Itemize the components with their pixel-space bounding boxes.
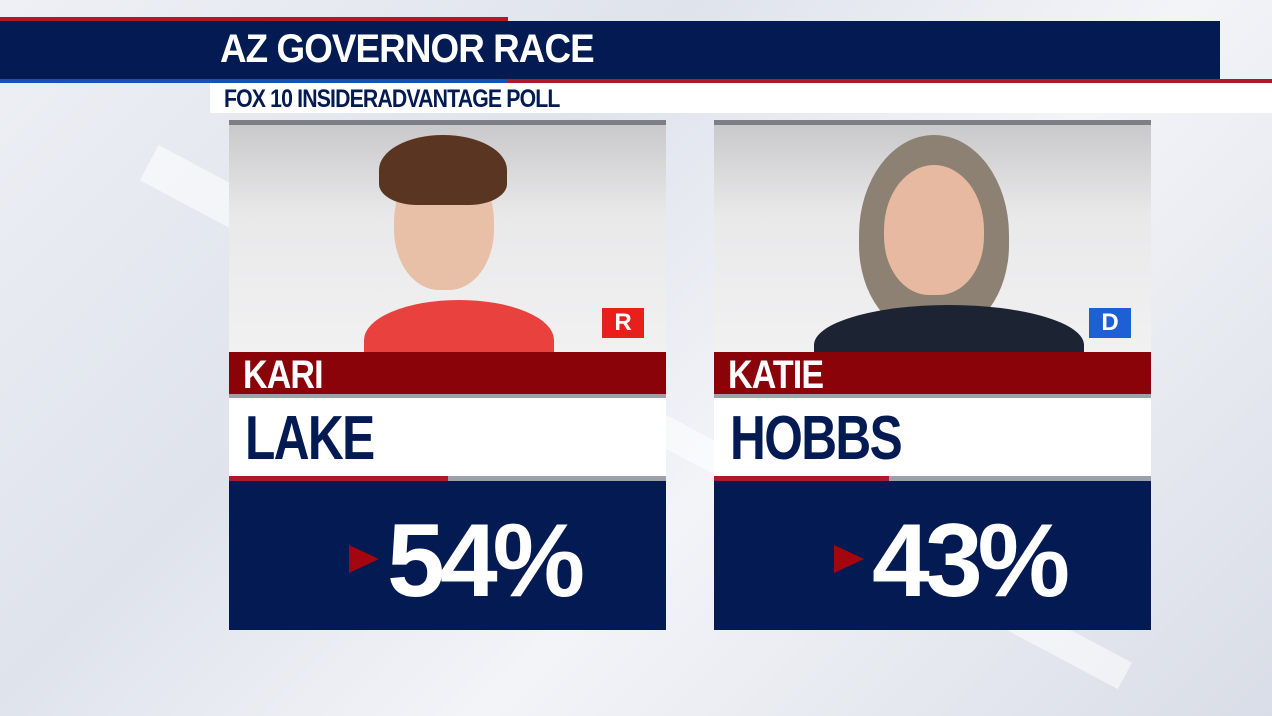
header-accent-line: [0, 79, 508, 83]
portrait-body: [364, 300, 554, 352]
candidate-card-hobbs: D KATIE HOBBS 43%: [714, 120, 1151, 630]
first-name: KARI: [243, 353, 324, 397]
percent-bar: [714, 476, 1151, 481]
last-name: HOBBS: [730, 404, 903, 473]
percent-value: 43%: [872, 503, 1070, 619]
first-name: KATIE: [728, 353, 824, 397]
header-accent-line: [508, 79, 1272, 83]
percent-value: 54%: [387, 503, 585, 619]
party-badge: R: [602, 308, 644, 338]
percent-bar: [229, 476, 666, 481]
percent-bar-fill: [714, 476, 889, 481]
poll-subtitle: FOX 10 INSIDERADVANTAGE POLL: [224, 85, 560, 113]
candidate-card-lake: R KARI LAKE 54%: [229, 120, 666, 630]
first-name-band: KATIE: [714, 352, 1151, 398]
party-badge: D: [1089, 308, 1131, 338]
header-accent-line: [0, 17, 508, 21]
candidate-photo: D: [714, 120, 1151, 352]
subtitle-band: [210, 83, 1272, 113]
last-name-band: LAKE: [229, 398, 666, 476]
page-title: AZ GOVERNOR RACE: [220, 27, 595, 71]
last-name: LAKE: [245, 404, 375, 473]
candidate-photo: R: [229, 120, 666, 352]
percent-box: 54%: [229, 481, 666, 630]
portrait-head: [884, 165, 984, 295]
party-letter: R: [614, 309, 632, 336]
percent-box: 43%: [714, 481, 1151, 630]
last-name-band: HOBBS: [714, 398, 1151, 476]
triangle-arrow-icon: [349, 545, 379, 573]
first-name-band: KARI: [229, 352, 666, 398]
header-bar: [0, 21, 1220, 80]
triangle-arrow-icon: [834, 545, 864, 573]
party-letter: D: [1101, 309, 1119, 336]
portrait-body: [814, 305, 1084, 352]
portrait-hair: [379, 135, 507, 205]
percent-bar-fill: [229, 476, 449, 481]
